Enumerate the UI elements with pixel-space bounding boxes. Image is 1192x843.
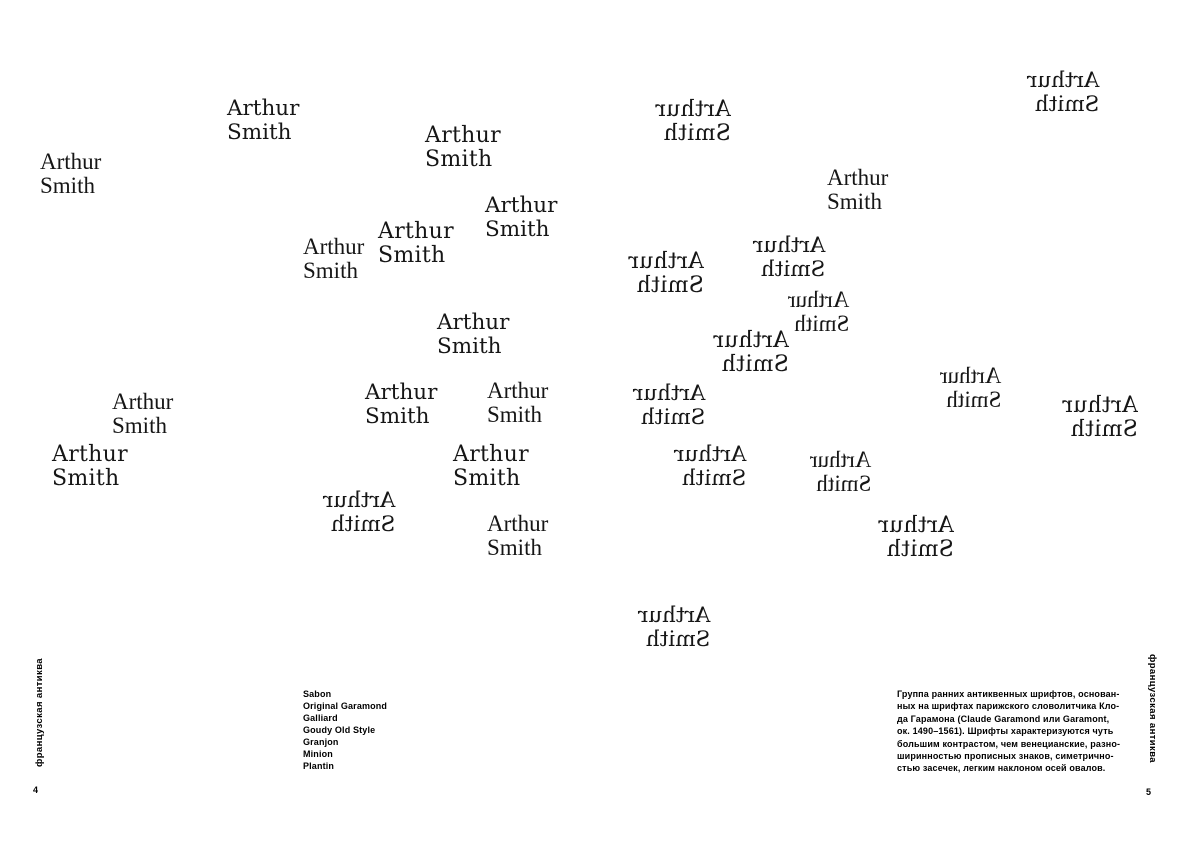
page-number-right: 5: [1146, 787, 1152, 797]
section-label-right: французская антиква: [1147, 654, 1158, 763]
typeface-list-item: Minion: [303, 749, 333, 759]
type-specimen-mirrored: Arthur Smith: [878, 513, 954, 562]
description-line: Группа ранних антиквенных шрифтов, основ…: [897, 689, 1120, 699]
description-line: большим контрастом, чем венецианские, ра…: [897, 738, 1121, 749]
type-specimen-mirrored: Arthur Smith: [638, 603, 711, 652]
type-specimen-mirrored: Arthur Smith: [655, 97, 731, 146]
type-specimen: Arthur Smith: [487, 378, 549, 427]
description-line: да Гарамона (Claude Garamond или Garamon…: [897, 713, 1110, 724]
type-specimen-mirrored: Arthur Smith: [633, 381, 706, 430]
type-specimen: Arthur Smith: [453, 442, 529, 491]
type-specimen: Arthur Smith: [485, 193, 558, 242]
typeface-list-item: Original Garamond: [303, 701, 388, 711]
type-specimen-mirrored: Arthur Smith: [323, 488, 396, 537]
typeface-list-item: Goudy Old Style: [303, 725, 376, 735]
type-specimen: Arthur Smith: [40, 149, 102, 198]
description-line: ширинностью прописных знаков, симетрично…: [897, 751, 1114, 762]
description-line: ных на шрифтах парижского словолитчика К…: [897, 701, 1120, 712]
typeface-list-item: Galliard: [303, 713, 338, 723]
type-specimen-mirrored: Arthur Smith: [753, 233, 826, 282]
typeface-list: Sabon Original Garamond Galliard Goudy O…: [303, 688, 387, 772]
type-specimen-mirrored: Arthur Smith: [810, 447, 872, 496]
type-specimen: Arthur Smith: [378, 219, 454, 268]
description-line: стью засечек, легким наклоном осей овало…: [897, 763, 1106, 774]
type-specimen: Arthur Smith: [827, 165, 889, 214]
page-number-left: 4: [33, 785, 39, 795]
type-specimen: Arthur Smith: [487, 511, 549, 560]
type-specimen: Arthur Smith: [365, 380, 438, 429]
section-label-left: французская антиква: [34, 658, 45, 767]
type-specimen-mirrored: Arthur Smith: [628, 249, 704, 298]
type-specimen-mirrored: Arthur Smith: [788, 287, 850, 336]
type-specimen: Arthur Smith: [52, 442, 128, 491]
typeface-list-item: Granjon: [303, 737, 339, 747]
description-line: ок. 1490–1561). Шрифты характеризуются ч…: [897, 726, 1114, 737]
type-specimen-mirrored: Arthur Smith: [1062, 393, 1138, 442]
type-specimen: Arthur Smith: [425, 123, 501, 172]
description-paragraph: Группа ранних антиквенных шрифтов, основ…: [897, 688, 1120, 775]
type-specimen: Arthur Smith: [437, 310, 510, 359]
type-specimen: Arthur Smith: [303, 234, 365, 283]
type-specimen-mirrored: Arthur Smith: [713, 328, 789, 377]
type-specimen: Arthur Smith: [227, 96, 300, 145]
type-specimen-mirrored: Arthur Smith: [674, 442, 747, 491]
typeface-list-item: Plantin: [303, 761, 335, 771]
type-specimen: Arthur Smith: [112, 389, 174, 438]
type-specimen-mirrored: Arthur Smith: [1027, 68, 1100, 117]
typeface-list-item: Sabon: [303, 689, 332, 699]
type-specimen-mirrored: Arthur Smith: [940, 363, 1002, 412]
